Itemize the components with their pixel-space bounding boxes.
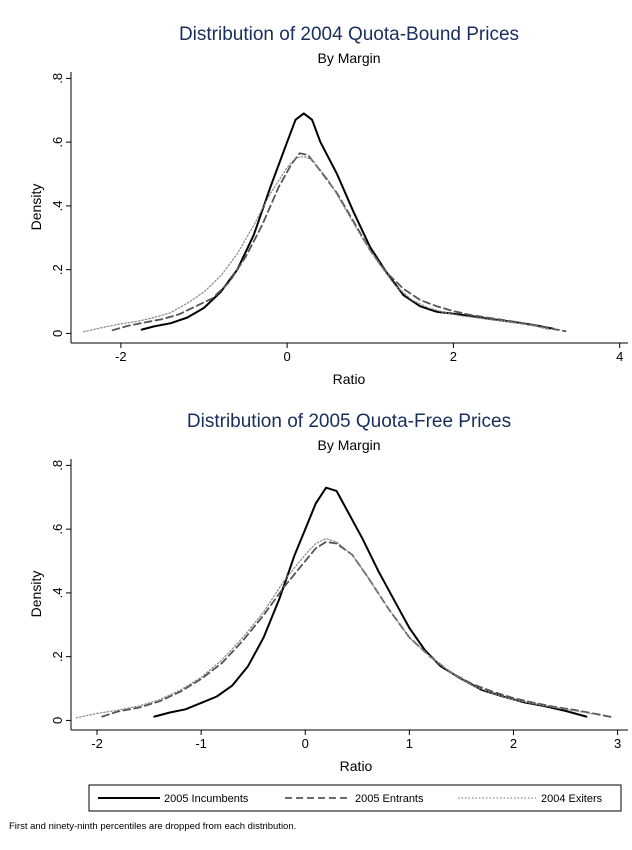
series-line-dashed (101, 541, 614, 719)
chart-title: Distribution of 2004 Quota-Bound Prices (179, 24, 519, 45)
series-line-dotted (82, 155, 550, 333)
y-axis-label: Density (28, 184, 44, 231)
y-tick-label: .4 (50, 587, 65, 598)
x-tick-label: 4 (616, 349, 623, 364)
y-tick-label: 0 (50, 717, 65, 724)
y-tick-label: .8 (50, 460, 65, 471)
chart-subtitle: By Margin (317, 50, 380, 66)
x-tick-label: 3 (614, 736, 621, 751)
legend-label-entrants: 2005 Entrants (355, 793, 424, 805)
plot-area: 0 .2 .4 .6 .8 -2 0 2 4 (50, 72, 628, 364)
plot-area: 0 .2 .4 .6 .8 -2 -1 0 1 2 3 (50, 459, 628, 751)
chart-bottom: Distribution of 2005 Quota-Free Prices B… (28, 411, 628, 774)
legend: 2005 Incumbents 2005 Entrants 2004 Exite… (88, 784, 622, 812)
y-tick-label: .2 (50, 264, 65, 275)
x-tick-label: 0 (302, 736, 309, 751)
x-tick-label: -2 (91, 736, 103, 751)
series-line-dashed (111, 152, 567, 333)
x-tick-label: 1 (406, 736, 413, 751)
chart-subtitle: By Margin (317, 437, 380, 453)
series-line-solid (140, 112, 555, 331)
y-tick-label: .6 (50, 137, 65, 148)
y-tick-label: .2 (50, 651, 65, 662)
chart-title: Distribution of 2005 Quota-Free Prices (187, 411, 511, 432)
x-tick-label: 2 (450, 349, 457, 364)
y-axis-label: Density (28, 571, 44, 618)
y-tick-label: .4 (50, 200, 65, 211)
legend-label-exiters: 2004 Exiters (541, 793, 603, 805)
legend-label-incumbents: 2005 Incumbents (164, 793, 249, 805)
series-line-solid (153, 486, 588, 718)
x-axis-label: Ratio (333, 371, 366, 387)
y-tick-label: .6 (50, 524, 65, 535)
x-tick-label: 0 (284, 349, 291, 364)
footnote: First and ninety-ninth percentiles are d… (9, 821, 296, 832)
x-tick-label: -2 (115, 349, 127, 364)
x-tick-label: 2 (510, 736, 517, 751)
y-tick-label: .8 (50, 73, 65, 84)
series-line-dotted (75, 538, 598, 719)
chart-top: Distribution of 2004 Quota-Bound Prices … (28, 24, 628, 387)
x-axis-label: Ratio (340, 758, 373, 774)
x-tick-label: -1 (195, 736, 207, 751)
y-tick-label: 0 (50, 330, 65, 337)
